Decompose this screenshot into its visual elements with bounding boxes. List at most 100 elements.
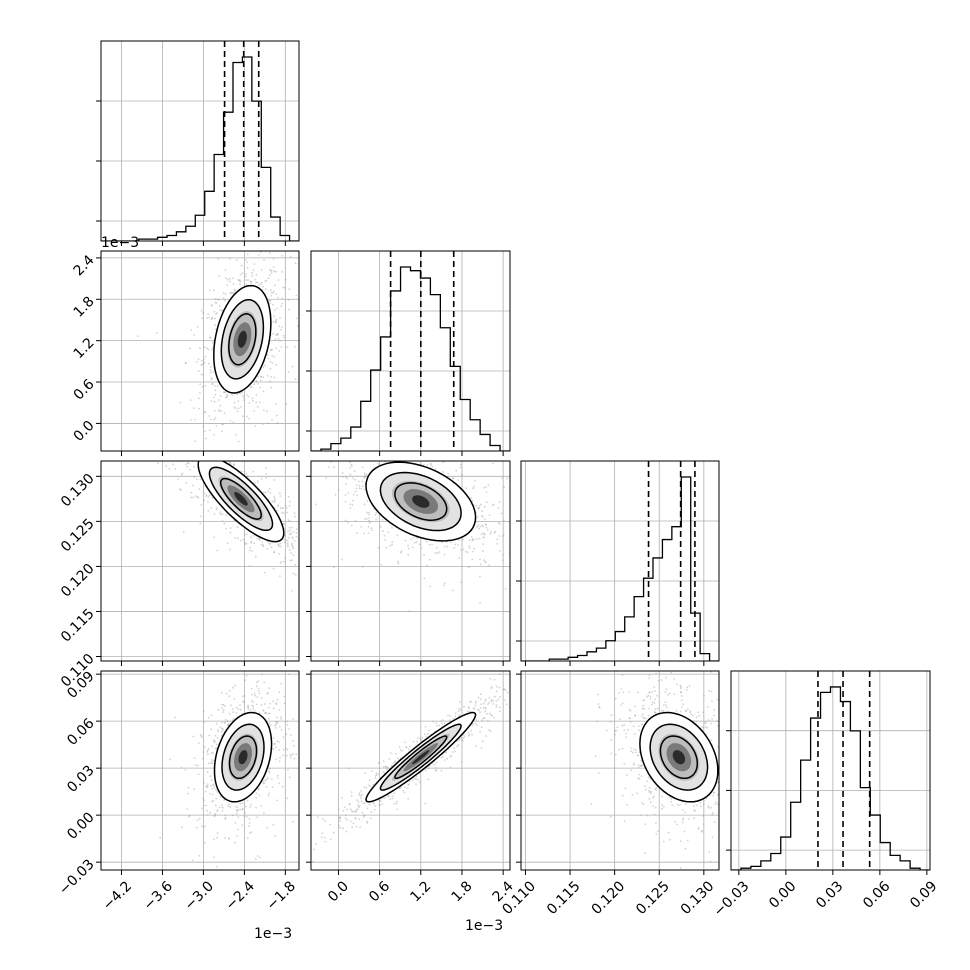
scatter-point	[519, 530, 521, 532]
scatter-point	[226, 724, 229, 727]
scatter-point	[370, 811, 373, 813]
scatter-point	[300, 711, 302, 713]
scatter-point	[211, 496, 214, 499]
scatter-point	[234, 407, 237, 410]
scatter-point	[170, 879, 172, 881]
scatter-point	[719, 737, 721, 739]
scatter-point	[431, 465, 434, 468]
scatter-point	[275, 702, 278, 704]
contour-line	[197, 461, 285, 543]
scatter-point	[388, 758, 391, 760]
scatter-point	[428, 729, 430, 732]
scatter-point	[372, 783, 375, 786]
scatter-point	[651, 691, 654, 693]
scatter-point	[489, 532, 492, 535]
scatter-point	[338, 820, 341, 822]
scatter-point	[654, 711, 657, 714]
scatter-point	[424, 725, 427, 728]
scatter-point	[506, 477, 508, 480]
scatter-point	[202, 710, 205, 713]
scatter-point	[302, 526, 304, 528]
scatter-point	[275, 293, 278, 295]
scatter-point	[481, 719, 484, 722]
scatter-point	[257, 254, 260, 256]
scatter-point	[204, 355, 207, 358]
scatter-point	[397, 562, 400, 565]
scatter-point	[416, 436, 418, 438]
scatter-point	[241, 802, 244, 805]
scatter-point	[503, 519, 505, 522]
scatter-point	[261, 541, 264, 544]
scatter-point	[517, 535, 519, 537]
scatter-point	[479, 602, 481, 604]
scatter-point	[226, 441, 228, 443]
scatter-point	[304, 559, 306, 561]
scatter-point	[226, 720, 229, 723]
scatter-point	[227, 803, 230, 805]
scatter-point	[460, 549, 462, 551]
scatter-point	[276, 799, 278, 802]
scatter-point	[211, 317, 214, 319]
scatter-point	[349, 503, 352, 506]
scatter-point	[423, 733, 426, 736]
scatter-point	[232, 292, 234, 294]
scatter-point	[497, 522, 500, 524]
scatter-point	[152, 421, 154, 423]
scatter-point	[248, 402, 251, 404]
scatter-point	[257, 680, 260, 683]
scatter-point	[174, 716, 177, 719]
scatter-point	[239, 802, 242, 805]
scatter-point	[204, 437, 207, 440]
scatter-point	[229, 420, 232, 422]
scatter-point	[436, 546, 438, 549]
scatter-point	[371, 737, 373, 739]
scatter-point	[206, 771, 209, 774]
scatter-point	[629, 717, 631, 720]
scatter-point	[635, 751, 637, 754]
scatter-point	[229, 292, 232, 295]
scatter-point	[405, 746, 407, 749]
scatter-point	[242, 695, 244, 698]
scatter-point	[496, 543, 498, 545]
scatter-point	[193, 334, 196, 336]
scatter-point	[289, 467, 291, 469]
scatter-point	[282, 523, 285, 526]
scatter-point	[383, 534, 386, 537]
scatter-point	[194, 764, 197, 766]
scatter-point	[208, 289, 211, 292]
scatter-point	[350, 524, 353, 527]
scatter-point	[407, 547, 410, 550]
scatter-point	[350, 794, 353, 797]
scatter-point	[468, 707, 470, 709]
scatter-point	[250, 803, 253, 806]
scatter-point	[654, 698, 657, 701]
scatter-point	[242, 807, 244, 810]
scatter-point	[292, 572, 295, 575]
scatter-point	[270, 269, 272, 272]
scatter-point	[209, 371, 212, 374]
scatter-point	[197, 773, 200, 776]
scatter-point	[267, 706, 270, 709]
scatter-point	[480, 503, 482, 506]
scatter-point	[245, 472, 248, 475]
scatter-point	[707, 719, 710, 721]
scatter-point	[276, 509, 278, 512]
scatter-point	[268, 722, 271, 724]
scatter-point	[446, 545, 449, 548]
scatter-point	[358, 792, 361, 794]
scatter-point	[368, 511, 370, 514]
scatter-point	[258, 794, 261, 797]
scatter-point	[317, 578, 319, 580]
scatter-point	[197, 419, 199, 421]
scatter-point	[315, 843, 318, 846]
scatter-point	[237, 828, 240, 831]
scatter-point	[706, 706, 709, 708]
scatter-point	[457, 544, 459, 546]
scatter-point	[274, 500, 277, 503]
scatter-point	[220, 443, 222, 445]
scatter-point	[275, 321, 277, 323]
scatter-point	[210, 378, 213, 381]
scatter-point	[273, 479, 276, 481]
scatter-point	[237, 708, 240, 711]
scatter-point	[713, 714, 715, 717]
